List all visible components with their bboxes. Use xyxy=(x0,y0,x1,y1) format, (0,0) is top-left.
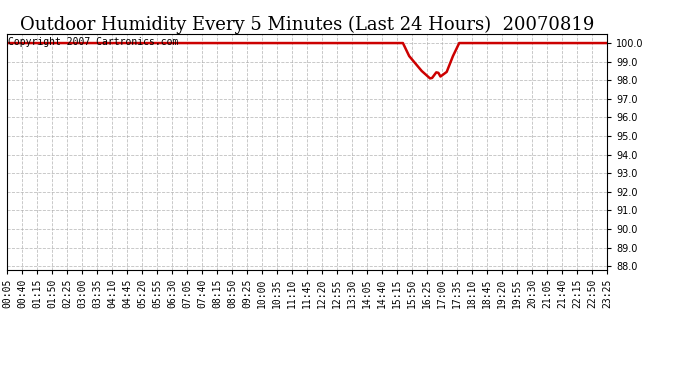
Title: Outdoor Humidity Every 5 Minutes (Last 24 Hours)  20070819: Outdoor Humidity Every 5 Minutes (Last 2… xyxy=(20,15,594,34)
Text: Copyright 2007 Cartronics.com: Copyright 2007 Cartronics.com xyxy=(8,37,179,47)
